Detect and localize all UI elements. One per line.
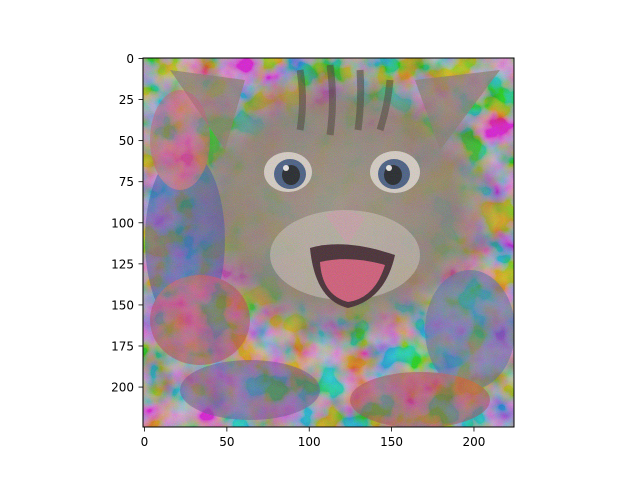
y-tick-label: 150	[111, 298, 134, 312]
y-tick-label: 50	[119, 134, 134, 148]
cat-image	[143, 58, 514, 427]
x-tick-label: 100	[298, 435, 321, 449]
y-tick-label: 0	[126, 52, 134, 66]
y-tick-label: 175	[111, 340, 134, 354]
y-tick-label: 25	[119, 93, 134, 107]
x-tick-label: 0	[141, 435, 149, 449]
y-axis-ticks: 0 25 50 75 100 125 150 175 200	[111, 52, 143, 395]
y-tick-label: 100	[111, 216, 134, 230]
x-tick-label: 200	[463, 435, 486, 449]
y-tick-label: 200	[111, 381, 134, 395]
x-axis-ticks: 0 50 100 150 200	[141, 427, 486, 449]
axes-frame	[142, 57, 515, 428]
y-tick-label: 125	[111, 257, 134, 271]
y-tick-label: 75	[119, 175, 134, 189]
x-tick-label: 150	[380, 435, 403, 449]
x-tick-label: 50	[219, 435, 234, 449]
